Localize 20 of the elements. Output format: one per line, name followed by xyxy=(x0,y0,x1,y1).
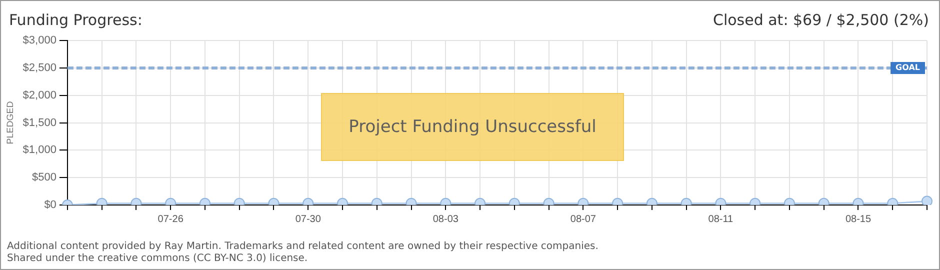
chart-title: Funding Progress: xyxy=(9,11,142,29)
x-tick-label: 07-30 xyxy=(295,214,322,225)
x-tick-label: 08-07 xyxy=(570,214,596,225)
chart-subtitle: Closed at: $69 / $2,500 (2%) xyxy=(712,11,929,29)
y-tick-label: $1,500 xyxy=(22,116,56,129)
y-tick-label: $0 xyxy=(44,199,56,212)
text: Additional content provided by Ray Martin. Trademarks and related content are owned by their respective companies. xyxy=(7,241,598,253)
x-tick-label: 08-15 xyxy=(845,214,872,225)
y-tick-label: $500 xyxy=(32,172,56,184)
x-tick-label: 08-03 xyxy=(432,214,459,225)
y-tick-label: $2,500 xyxy=(22,62,56,74)
ref-line-label: GOAL xyxy=(896,63,920,72)
y-tick-label: $1,000 xyxy=(22,144,56,156)
x-tick-label: 07-26 xyxy=(158,214,184,225)
x-tick-label: 08-11 xyxy=(708,214,734,225)
notice-banner: Project Funding Unsuccessful xyxy=(321,93,624,161)
text: Shared under the creative commons (CC BY-NC 3.0) license. xyxy=(7,253,309,265)
y-tick-label: $3,000 xyxy=(22,34,56,47)
y-axis-title: PLEDGED xyxy=(4,100,15,144)
y-tick-label: $2,000 xyxy=(22,89,56,102)
